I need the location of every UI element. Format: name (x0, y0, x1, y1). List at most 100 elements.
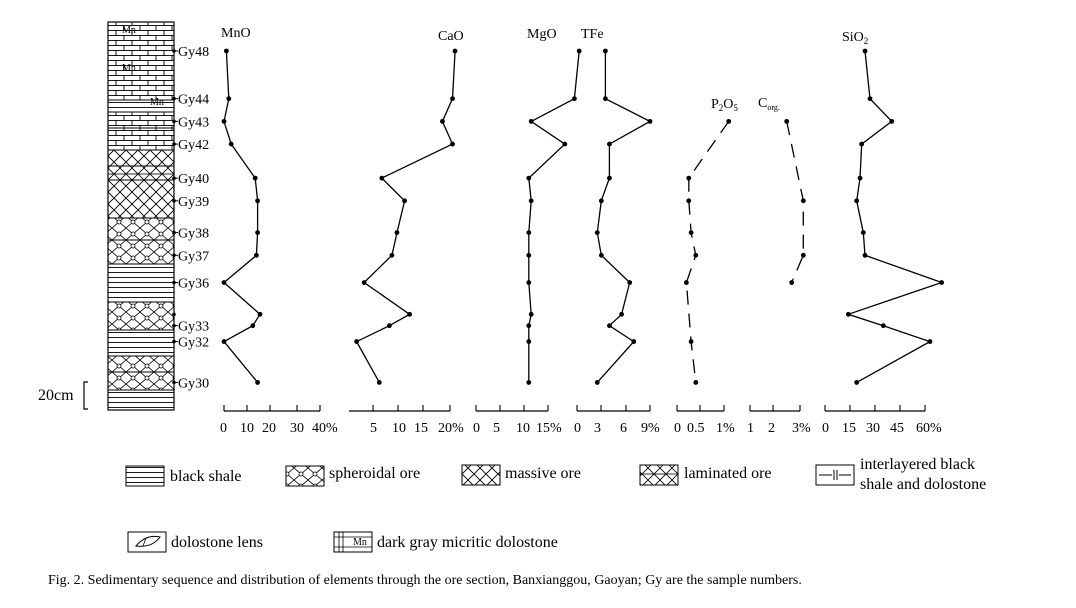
lithology-layer (107, 127, 175, 151)
data-point (254, 252, 259, 258)
data-point (789, 280, 795, 285)
x-tick-label: 10 (240, 421, 254, 436)
profile-c-org: 1 2 3% Corg. (747, 96, 811, 436)
lithology-layer (107, 217, 175, 241)
data-point (688, 339, 694, 344)
legend-interlayered: interlayered black shale and dolostone (815, 456, 986, 493)
data-point (376, 380, 382, 385)
data-point (845, 311, 851, 317)
data-point (526, 323, 532, 329)
data-point (619, 311, 625, 317)
x-tick-label: 3 (594, 421, 601, 436)
lithology-layer (107, 21, 175, 101)
data-point (607, 175, 612, 181)
profile-cao: 5 10 15 20% CaO (349, 29, 464, 436)
lithology-layer (107, 165, 175, 181)
data-point (686, 198, 692, 204)
data-point (526, 280, 532, 285)
lithology-layer (107, 263, 175, 303)
series-line (786, 121, 804, 283)
legend-spheroidal-ore-label: spheroidal ore (329, 465, 420, 482)
data-point (221, 339, 227, 344)
legend-massive-ore: massive ore (461, 464, 581, 486)
data-point (726, 118, 732, 124)
sample-label-gy48: Gy48 (178, 45, 209, 60)
series-line (355, 50, 456, 383)
series-line (528, 50, 580, 383)
sample-label-gy37: Gy37 (178, 249, 209, 264)
lithology-layer (107, 149, 175, 167)
data-point (607, 141, 612, 147)
sample-label-gy39: Gy39 (178, 195, 209, 210)
data-point (354, 339, 359, 344)
lithology-layer (107, 179, 175, 219)
lithology-layer (107, 111, 175, 129)
data-point (854, 380, 860, 385)
lithology-layer (107, 239, 175, 265)
sample-label-gy30: Gy30 (178, 376, 209, 391)
data-point (255, 230, 260, 236)
data-point (526, 175, 532, 181)
data-point (854, 198, 860, 204)
lithology-layer (107, 355, 175, 373)
data-point (693, 380, 699, 385)
data-point (450, 96, 455, 102)
x-tick-label: 2 (768, 421, 775, 436)
data-point (784, 118, 790, 124)
legend-laminated-ore: laminated ore (639, 464, 772, 486)
scale-label: 20cm (38, 387, 74, 404)
x-tick-label: 5 (370, 421, 377, 436)
profile-mno: 0 10 20 30 40% MnO (220, 26, 338, 436)
data-point (860, 230, 866, 236)
sample-label-gy38: Gy38 (178, 227, 209, 242)
x-tick-label: 0 (220, 421, 227, 436)
legend-laminated-ore-label: laminated ore (684, 465, 772, 482)
lithology-layer (107, 301, 175, 331)
data-point (598, 198, 604, 204)
data-point (228, 141, 234, 147)
x-tick-label: 45 (890, 421, 904, 436)
data-point (562, 141, 568, 147)
sample-label-gy33: Gy33 (178, 320, 209, 335)
data-point (389, 252, 395, 258)
x-tick-label: 9% (641, 421, 660, 436)
x-tick-label: 10 (516, 421, 530, 436)
data-point (221, 118, 227, 124)
data-point (387, 323, 392, 329)
profile-tfe: 0 3 6 9% TFe (574, 27, 660, 436)
series-title: P2O5 (711, 97, 738, 113)
data-point (526, 339, 532, 344)
x-tick-label: 1 (747, 421, 754, 436)
mn-mark: Mn (150, 97, 164, 108)
data-point (255, 380, 260, 385)
data-point (407, 311, 412, 317)
data-point (594, 230, 600, 236)
profile-mgo: 0 5 10 15%MgO (473, 27, 582, 436)
legend-dark-gray-dolostone-label: dark gray micritic dolostone (377, 534, 558, 551)
data-point (594, 380, 600, 385)
x-tick-label: 0 (822, 421, 829, 436)
sample-label-gy43: Gy43 (178, 115, 209, 130)
data-point (226, 96, 232, 102)
series-line (685, 121, 730, 383)
data-point (224, 48, 229, 54)
data-point (862, 48, 868, 54)
legend-black-shale-label: black shale (170, 468, 242, 485)
scale-bar: 20cm (38, 381, 88, 410)
data-point (572, 96, 577, 102)
x-tick-label: 10 (392, 421, 406, 436)
data-point (686, 175, 692, 181)
x-tick-label: 0.5 (687, 421, 705, 436)
data-point (602, 48, 608, 54)
x-tick-label: 15% (536, 421, 562, 436)
data-point (450, 141, 455, 147)
x-tick-label: 0 (674, 421, 681, 436)
legend-massive-ore-label: massive ore (505, 465, 581, 482)
data-point (361, 280, 367, 285)
data-point (867, 96, 873, 102)
column-border (107, 21, 175, 411)
data-point (255, 198, 260, 204)
x-tick-label: 20 (262, 421, 276, 436)
lithology-layer (107, 99, 175, 113)
